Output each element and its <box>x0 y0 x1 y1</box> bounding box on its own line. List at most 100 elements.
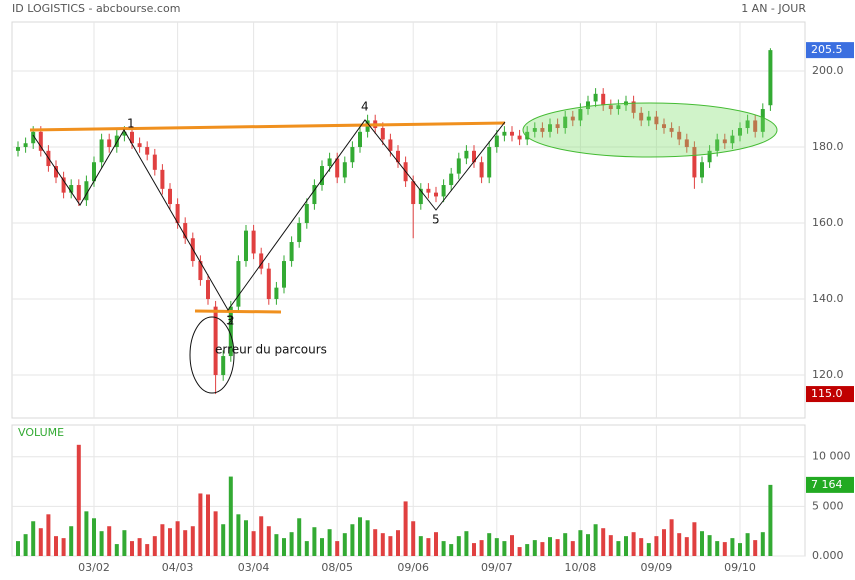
volume-bar <box>707 535 712 556</box>
candle-body <box>76 185 81 201</box>
annotation: 4 <box>361 100 369 114</box>
candle-body <box>608 105 613 110</box>
volume-bar <box>54 536 58 556</box>
candle-body <box>555 124 560 129</box>
orange-support <box>194 309 282 314</box>
volume-bar <box>570 541 575 556</box>
volume-bar <box>510 535 514 556</box>
x-tick-label: 10/08 <box>565 561 597 574</box>
candle-body <box>221 356 226 376</box>
candle-body <box>418 188 423 205</box>
volume-bar <box>16 541 20 556</box>
volume-bar <box>380 533 385 556</box>
volume-bar <box>228 476 233 556</box>
volume-bar <box>662 529 666 556</box>
volume-bar <box>175 521 180 556</box>
candle-body <box>266 268 271 300</box>
volume-bar <box>365 520 370 556</box>
volume-bar <box>479 540 484 556</box>
volume-bar <box>753 540 758 556</box>
candle-body <box>335 158 340 178</box>
volume-bar <box>586 534 590 556</box>
volume-bar <box>684 537 689 556</box>
volume-bar <box>578 530 583 556</box>
candle-body <box>152 154 157 170</box>
volume-bar <box>84 511 89 556</box>
candle-body <box>738 128 742 136</box>
candle-body <box>745 120 750 129</box>
volume-bar <box>669 519 674 556</box>
candle-body <box>213 306 218 376</box>
volume-bar <box>692 522 697 556</box>
volume-bar <box>396 530 400 556</box>
candle-body <box>692 147 697 178</box>
y-tick-label: 180.0 <box>812 140 844 153</box>
x-tick-label: 09/06 <box>397 561 429 574</box>
candle-body <box>631 101 636 113</box>
volume-bar <box>456 536 461 556</box>
candle-body <box>380 128 385 140</box>
volume-bar <box>593 524 598 556</box>
candle-body <box>479 162 484 178</box>
volume-bar <box>137 538 142 556</box>
chart-title: ID LOGISTICS - abcbourse.com <box>12 2 180 15</box>
candle-body <box>730 135 735 144</box>
candle-body <box>168 188 172 205</box>
y-tick-label: 10 000 <box>812 450 851 463</box>
volume-bar <box>540 542 545 556</box>
volume-bar <box>213 511 218 556</box>
candle-body <box>517 135 522 140</box>
price-tag-label: 7 164 <box>811 478 843 491</box>
candle-body <box>578 109 583 121</box>
volume-bar <box>532 540 537 556</box>
candle-body <box>122 131 127 136</box>
candle-body <box>206 280 210 300</box>
candle-body <box>251 230 256 254</box>
volume-bar <box>502 541 507 556</box>
volume-bar <box>244 520 248 556</box>
volume-bar <box>563 533 568 556</box>
volume-bar <box>274 534 279 556</box>
annotation: 2 <box>227 314 235 328</box>
candle-body <box>722 139 727 144</box>
candle-body <box>715 139 720 151</box>
volume-bar <box>297 518 302 556</box>
y-tick-label: 160.0 <box>812 216 844 229</box>
volume-bar <box>152 536 157 556</box>
candle-body <box>616 105 621 110</box>
volume-bar <box>601 528 606 556</box>
volume-bar <box>76 444 81 556</box>
volume-bar <box>145 544 150 556</box>
candle-body <box>130 131 134 144</box>
candle-body <box>388 139 393 151</box>
orange-resistance <box>29 121 506 132</box>
volume-bar <box>472 543 476 556</box>
volume-bar <box>403 501 408 556</box>
candle-body <box>449 173 454 186</box>
price-tag <box>806 42 854 59</box>
volume-bar <box>221 524 226 556</box>
candle-body <box>16 147 20 151</box>
volume-bar <box>722 542 727 556</box>
x-tick-label: 08/05 <box>321 561 353 574</box>
candle-body <box>160 169 165 189</box>
candle-body <box>342 162 347 178</box>
candle-body <box>570 116 575 121</box>
volume-bar <box>107 526 112 556</box>
volume-bar <box>418 536 423 556</box>
volume-bar <box>183 530 188 556</box>
candle-body <box>548 124 552 132</box>
candle-body <box>760 109 765 132</box>
price-tag <box>806 476 854 493</box>
candle-body <box>464 150 469 159</box>
candle-body <box>411 181 416 205</box>
volume-bar <box>745 533 750 556</box>
volume-bar <box>114 544 119 556</box>
volume-bar <box>69 526 74 556</box>
candle-body <box>472 150 476 163</box>
volume-bar <box>327 529 332 556</box>
plot-layer: 120.0 140.0 160.0 180.0 200.0 205.5 115.0 03/02… <box>12 22 854 574</box>
candle-body <box>244 230 248 262</box>
candle-body <box>700 162 704 178</box>
